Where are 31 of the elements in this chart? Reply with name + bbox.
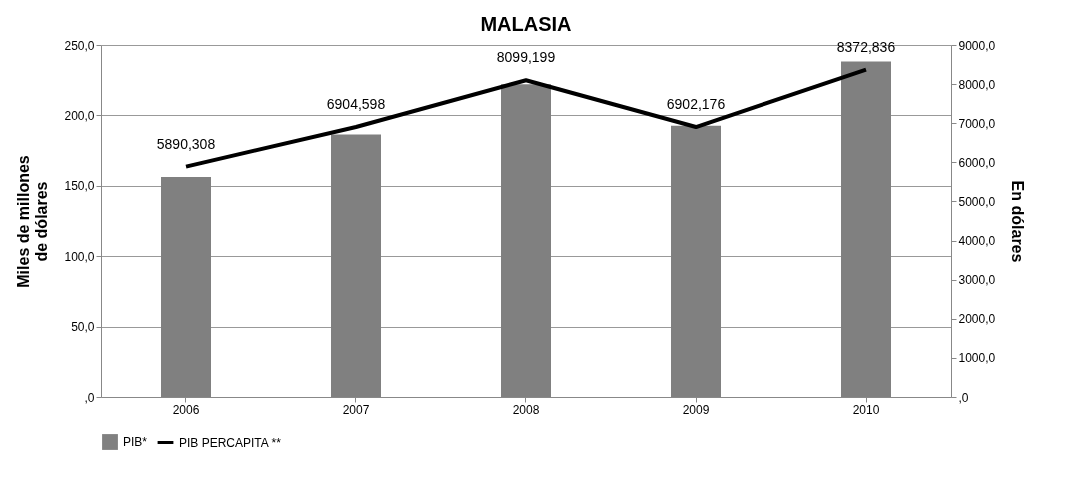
y-tick-label: 100,0 xyxy=(64,249,95,264)
y2-tick-label: ,0 xyxy=(958,390,969,405)
data-label: 8099,199 xyxy=(496,49,556,66)
y-tick-label: ,0 xyxy=(84,390,95,405)
y-tick-label: 50,0 xyxy=(71,320,95,335)
y2-tick-label: 1000,0 xyxy=(958,351,996,366)
data-label: 8372,836 xyxy=(836,38,896,55)
data-label: 6904,598 xyxy=(326,95,386,112)
y2-tick-label: 7000,0 xyxy=(958,116,996,131)
legend-label: PIB PERCAPITA ** xyxy=(179,435,282,450)
y2-tick-label: 9000,0 xyxy=(958,38,996,53)
y2-tick-label: 4000,0 xyxy=(958,234,996,249)
x-tick-label: 2009 xyxy=(682,402,710,417)
y2-tick-label: 8000,0 xyxy=(958,77,996,92)
data-label: 5890,308 xyxy=(156,135,216,152)
x-tick-label: 2010 xyxy=(852,402,880,417)
y2-tick-label: 6000,0 xyxy=(958,155,996,170)
chart-title: MALASIA xyxy=(480,13,572,35)
x-tick-label: 2006 xyxy=(172,402,200,417)
y-tick-label: 200,0 xyxy=(64,108,95,123)
legend-label: PIB* xyxy=(123,435,148,449)
y-axis-title: Miles de millones de dólares xyxy=(15,155,51,288)
y2-tick-label: 3000,0 xyxy=(958,273,996,288)
x-tick-label: 2008 xyxy=(512,402,540,417)
y-tick-label: 150,0 xyxy=(64,179,95,194)
x-tick-label: 2007 xyxy=(342,402,370,417)
data-label: 6902,176 xyxy=(666,96,726,113)
y2-axis-title: En dólares xyxy=(1009,180,1027,263)
y2-tick-label: 2000,0 xyxy=(958,312,996,327)
y-tick-label: 250,0 xyxy=(64,38,95,53)
y2-tick-label: 5000,0 xyxy=(958,194,996,209)
